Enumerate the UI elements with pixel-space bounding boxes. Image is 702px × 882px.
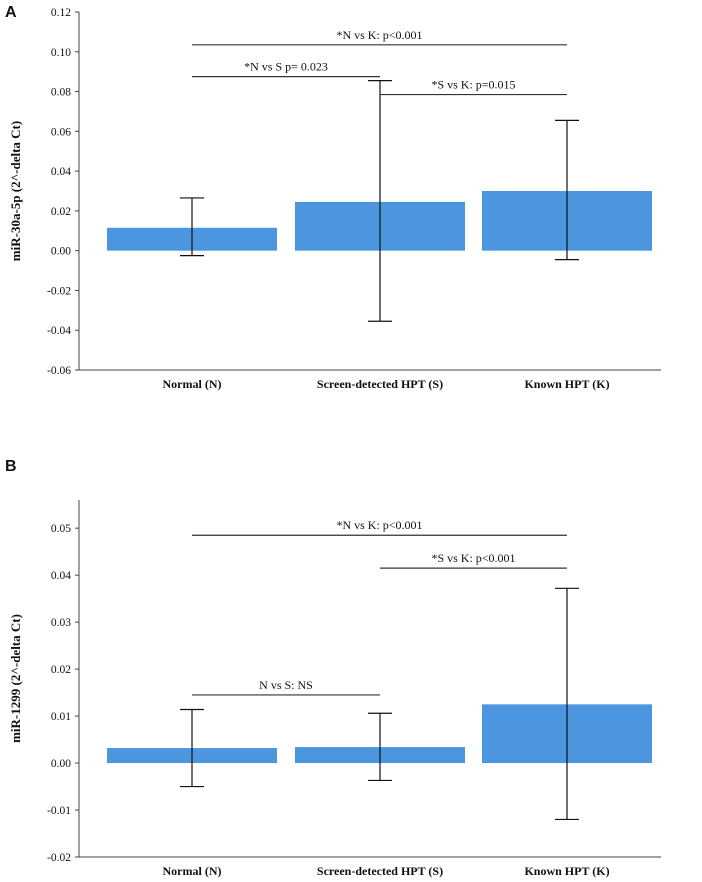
y-tick-label: -0.04 bbox=[47, 325, 71, 337]
y-axis-label: miR-1299 (2^-delta Ct) bbox=[8, 614, 23, 743]
significance-label-1: *N vs K: p<0.001 bbox=[336, 28, 422, 42]
x-tick-label: Normal (N) bbox=[163, 377, 222, 391]
panel-letter: A bbox=[5, 4, 17, 21]
significance-label-3: *S vs K: p=0.015 bbox=[431, 78, 515, 92]
significance-label-3: N vs S: NS bbox=[259, 678, 313, 692]
y-tick-label: 0.02 bbox=[51, 664, 71, 676]
significance-label-2: *N vs S p= 0.023 bbox=[244, 60, 328, 74]
x-tick-label: Known HPT (K) bbox=[524, 864, 609, 878]
y-tick-label: 0.02 bbox=[51, 206, 71, 218]
y-tick-label: 0.03 bbox=[51, 617, 71, 629]
significance-label-1: *N vs K: p<0.001 bbox=[336, 518, 422, 532]
y-tick-label: 0.04 bbox=[51, 166, 71, 178]
x-tick-label: Normal (N) bbox=[163, 864, 222, 878]
x-tick-label: Screen-detected HPT (S) bbox=[317, 864, 443, 878]
y-tick-label: 0.12 bbox=[51, 7, 71, 19]
x-tick-label: Screen-detected HPT (S) bbox=[317, 377, 443, 391]
y-tick-label: -0.06 bbox=[47, 365, 71, 377]
x-tick-label: Known HPT (K) bbox=[524, 377, 609, 391]
y-tick-label: -0.02 bbox=[47, 285, 71, 297]
y-tick-label: -0.02 bbox=[47, 852, 71, 864]
y-tick-label: -0.01 bbox=[47, 805, 71, 817]
y-tick-label: 0.08 bbox=[51, 87, 71, 99]
y-tick-label: 0.04 bbox=[51, 570, 71, 582]
y-tick-label: 0.00 bbox=[51, 758, 71, 770]
chart-panel-a: A -0.06 -0.04 -0.02 0.00 0.02 0.04 0.06 0.08 0.10… bbox=[5, 4, 661, 391]
y-axis-label: miR-30a-5p (2^-delta Ct) bbox=[8, 121, 23, 261]
y-tick-label: 0.01 bbox=[51, 711, 71, 723]
significance-label-2: *S vs K: p<0.001 bbox=[431, 551, 515, 565]
y-tick-label: 0.05 bbox=[51, 523, 71, 535]
y-tick-label: 0.10 bbox=[51, 47, 71, 59]
chart-panel-b: B -0.02 -0.01 0.00 0.01 0.02 0.03 0.04 0.05 miR-1… bbox=[5, 458, 661, 878]
y-tick-label: 0.00 bbox=[51, 246, 71, 258]
panel-letter: B bbox=[5, 458, 17, 475]
y-tick-label: 0.06 bbox=[51, 126, 71, 138]
